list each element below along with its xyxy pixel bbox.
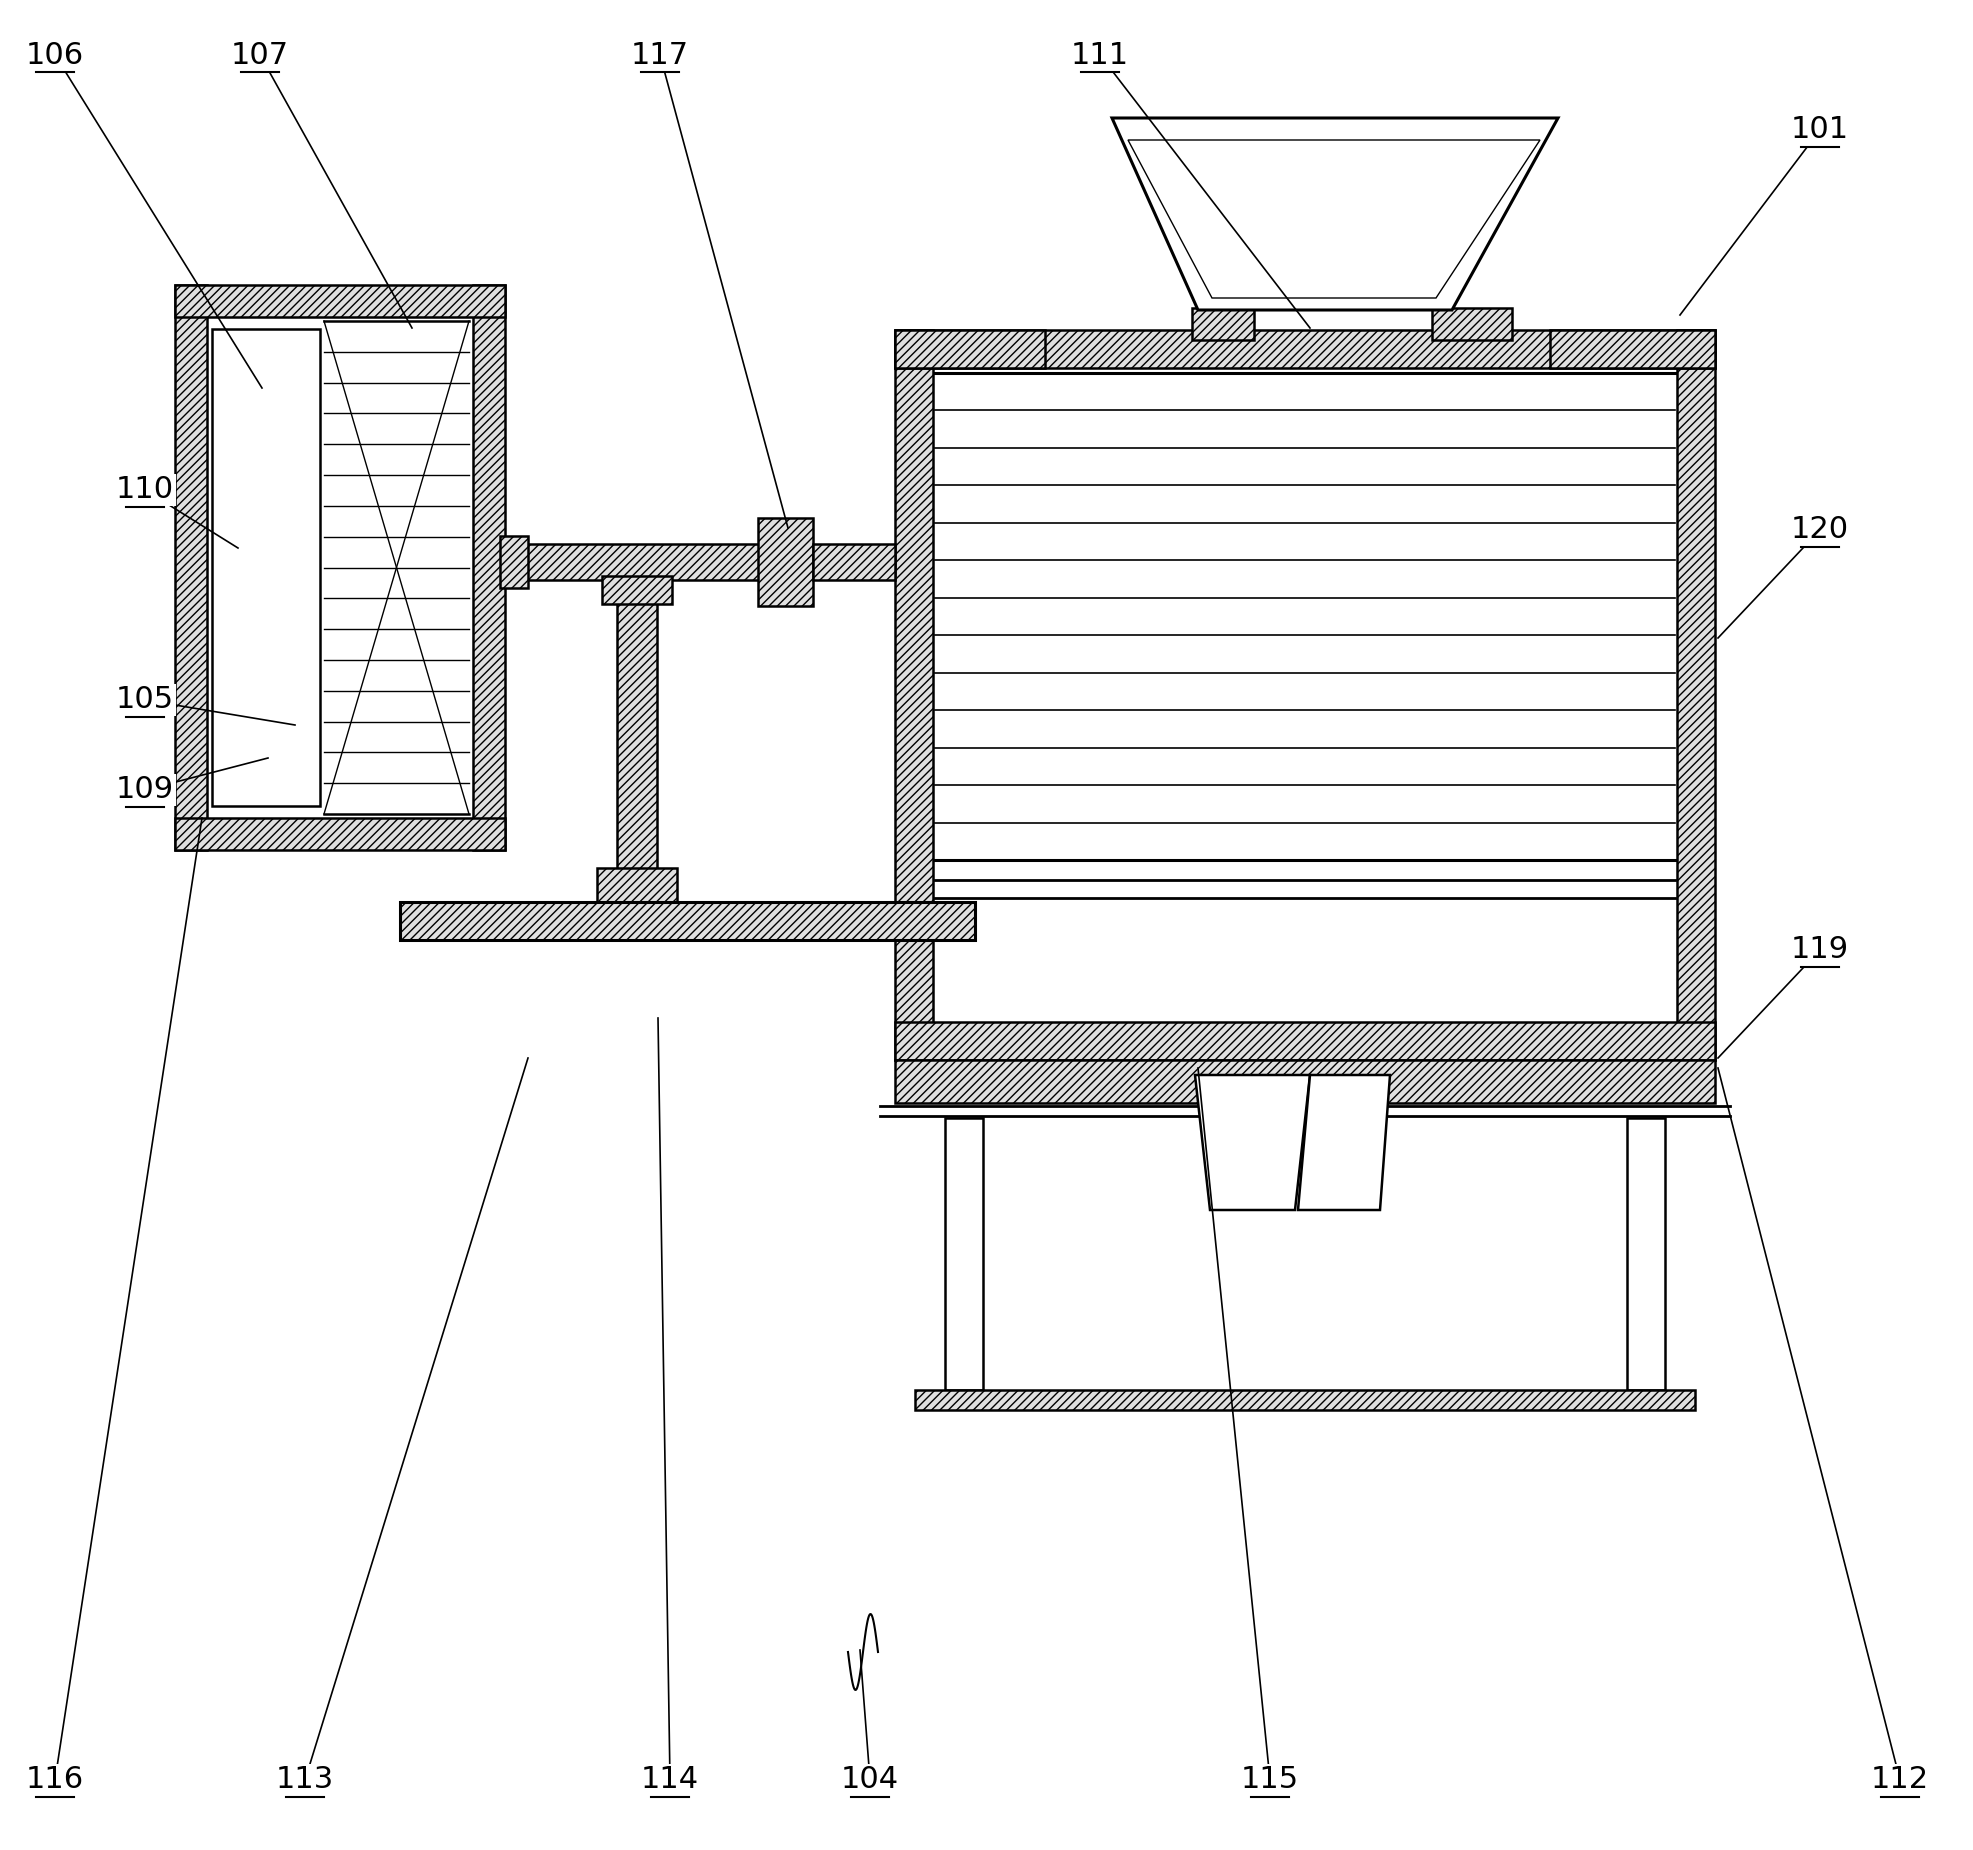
Bar bbox=[207, 316, 474, 818]
Text: 109: 109 bbox=[116, 775, 174, 805]
Text: 114: 114 bbox=[641, 1765, 698, 1794]
Bar bbox=[1432, 307, 1511, 340]
Text: 120: 120 bbox=[1791, 516, 1849, 544]
Text: 105: 105 bbox=[116, 686, 174, 714]
Bar bbox=[474, 285, 505, 849]
Text: 107: 107 bbox=[231, 41, 290, 70]
Bar bbox=[896, 329, 933, 1060]
Bar bbox=[176, 285, 207, 849]
Bar bbox=[896, 1060, 1715, 1103]
Polygon shape bbox=[1129, 141, 1541, 298]
Text: 119: 119 bbox=[1791, 936, 1849, 964]
Text: 106: 106 bbox=[26, 41, 85, 70]
Bar bbox=[758, 518, 813, 607]
Text: 115: 115 bbox=[1241, 1765, 1298, 1794]
Text: 116: 116 bbox=[26, 1765, 85, 1794]
Text: 110: 110 bbox=[116, 475, 174, 505]
Bar bbox=[211, 329, 320, 807]
Bar bbox=[896, 1021, 1715, 1060]
Bar bbox=[915, 1389, 1695, 1410]
Polygon shape bbox=[1113, 118, 1559, 311]
Polygon shape bbox=[1196, 1075, 1310, 1210]
Bar bbox=[598, 868, 677, 906]
Bar bbox=[1628, 1117, 1665, 1389]
Bar bbox=[896, 329, 1046, 368]
Bar bbox=[499, 536, 529, 588]
Bar bbox=[933, 368, 1677, 1021]
Text: 101: 101 bbox=[1791, 115, 1849, 144]
Bar bbox=[1192, 307, 1255, 340]
Text: 104: 104 bbox=[840, 1765, 900, 1794]
Text: 113: 113 bbox=[276, 1765, 333, 1794]
Bar bbox=[176, 818, 505, 849]
Polygon shape bbox=[1298, 1075, 1391, 1210]
Bar bbox=[813, 544, 896, 581]
Text: 112: 112 bbox=[1870, 1765, 1930, 1794]
Bar bbox=[602, 575, 673, 603]
Bar bbox=[945, 1117, 983, 1389]
Bar bbox=[176, 285, 505, 316]
Text: 111: 111 bbox=[1071, 41, 1129, 70]
Bar bbox=[1677, 329, 1715, 1060]
Bar bbox=[896, 329, 1715, 368]
Bar bbox=[401, 903, 975, 940]
Bar bbox=[1551, 329, 1715, 368]
Bar bbox=[618, 583, 657, 903]
Bar bbox=[505, 544, 773, 581]
Text: 117: 117 bbox=[631, 41, 689, 70]
